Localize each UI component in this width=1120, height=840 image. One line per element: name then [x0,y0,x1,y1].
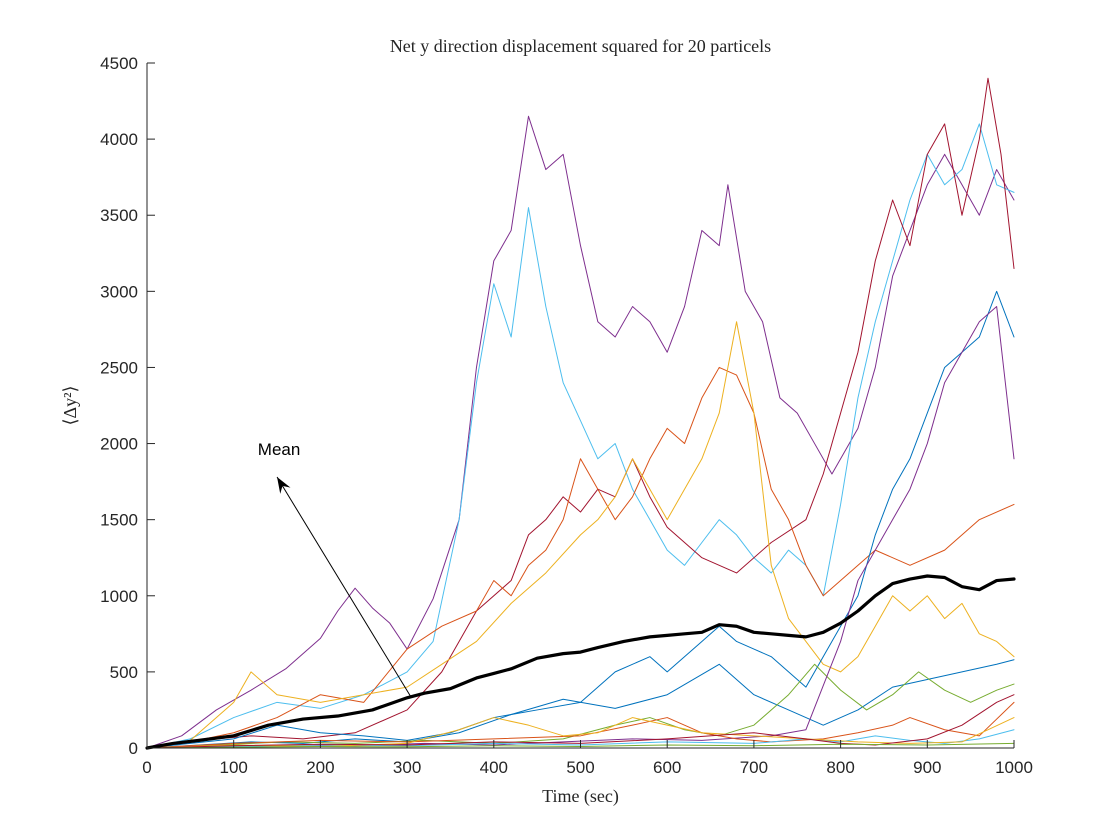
axes-layer: 0 100 200 300 400 500 600 700 800 900 1000 0 500 1000… [100,54,1033,777]
plot-area: 0 100 200 300 400 500 600 700 800 900 1000 0 500 1000… [100,54,1033,777]
annotation-label: Mean [258,440,301,459]
x-tick-label-6: 600 [653,758,681,777]
x-tick-label-0: 0 [142,758,151,777]
x-tick-label-8: 800 [826,758,854,777]
series-line-14 [145,574,1016,750]
x-tick-label-2: 200 [306,758,334,777]
x-tick-label-4: 400 [480,758,508,777]
series-line-4 [146,321,1015,749]
y-tick-label-0: 0 [129,739,138,758]
y-axis-label: ⟨Δy²⟩ [60,385,80,425]
x-tick-label-1: 100 [220,758,248,777]
series-line-1 [146,123,1015,749]
plot-background [147,63,1014,748]
y-tick-label-3: 1500 [100,511,138,530]
chart-title: Net y direction displacement squared for… [390,36,771,56]
x-tick-label-5: 500 [566,758,594,777]
y-tick-label-5: 2500 [100,358,138,377]
series-line-2 [146,77,1015,749]
annotation-layer: Mean [258,440,412,699]
series-line-0 [146,115,1015,749]
y-tick-label-6: 3000 [100,282,138,301]
y-tick-label-2: 1000 [100,587,138,606]
annotation-arrowhead [277,477,291,494]
series-line-12 [146,694,1015,749]
annotation-arrow-line [276,476,412,699]
x-tick-label-3: 300 [393,758,421,777]
series-line-5 [146,290,1015,749]
x-tick-label-7: 700 [740,758,768,777]
y-tick-label-7: 3500 [100,206,138,225]
y-tick-label-4: 2000 [100,435,138,454]
y-tick-label-8: 4000 [100,130,138,149]
series-line-11 [146,717,1015,749]
series-line-9 [146,701,1015,749]
x-tick-label-10: 1000 [995,758,1033,777]
y-tick-label-9: 4500 [100,54,138,73]
y-tick-label-1: 500 [110,663,138,682]
x-tick-label-9: 900 [913,758,941,777]
x-axis-label: Time (sec) [542,786,619,807]
